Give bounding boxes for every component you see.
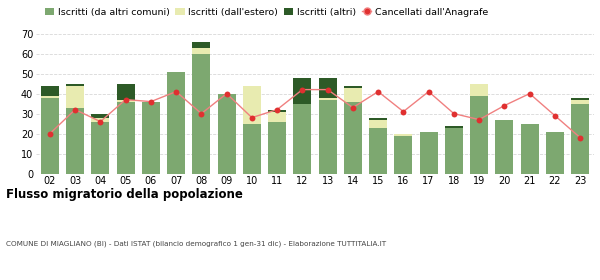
- Point: [398, 109, 408, 114]
- Point: [323, 87, 332, 92]
- Bar: [495, 120, 514, 174]
- Bar: [41, 98, 59, 174]
- Bar: [192, 42, 211, 48]
- Bar: [293, 78, 311, 104]
- Bar: [116, 84, 135, 100]
- Bar: [445, 128, 463, 174]
- Text: Flusso migratorio della popolazione: Flusso migratorio della popolazione: [6, 188, 243, 200]
- Point: [247, 115, 257, 120]
- Bar: [192, 53, 211, 174]
- Bar: [319, 100, 337, 174]
- Bar: [344, 88, 362, 102]
- Point: [298, 87, 307, 92]
- Bar: [116, 100, 135, 102]
- Bar: [243, 86, 261, 123]
- Bar: [319, 78, 337, 98]
- Point: [95, 119, 105, 124]
- Point: [550, 113, 560, 118]
- Bar: [66, 108, 84, 174]
- Bar: [319, 98, 337, 100]
- Bar: [268, 109, 286, 112]
- Bar: [268, 122, 286, 174]
- Bar: [243, 123, 261, 174]
- Bar: [344, 102, 362, 174]
- Bar: [41, 95, 59, 98]
- Point: [272, 107, 282, 112]
- Bar: [369, 120, 387, 128]
- Bar: [470, 95, 488, 174]
- Point: [424, 89, 433, 94]
- Bar: [66, 86, 84, 108]
- Bar: [470, 84, 488, 95]
- Bar: [91, 122, 109, 174]
- Bar: [521, 123, 539, 174]
- Point: [575, 135, 585, 140]
- Bar: [142, 102, 160, 174]
- Bar: [218, 94, 236, 174]
- Point: [45, 131, 55, 136]
- Point: [172, 89, 181, 94]
- Point: [475, 117, 484, 122]
- Bar: [369, 118, 387, 120]
- Bar: [268, 112, 286, 122]
- Text: COMUNE DI MIAGLIANO (BI) - Dati ISTAT (bilancio demografico 1 gen-31 dic) - Elab: COMUNE DI MIAGLIANO (BI) - Dati ISTAT (b…: [6, 241, 386, 247]
- Legend: Iscritti (da altri comuni), Iscritti (dall'estero), Iscritti (altri), Cancellati: Iscritti (da altri comuni), Iscritti (da…: [41, 4, 492, 20]
- Point: [525, 91, 535, 96]
- Bar: [167, 72, 185, 174]
- Point: [197, 111, 206, 116]
- Bar: [571, 100, 589, 104]
- Point: [146, 99, 155, 104]
- Bar: [116, 102, 135, 174]
- Bar: [41, 86, 59, 95]
- Bar: [571, 98, 589, 100]
- Bar: [394, 134, 412, 136]
- Point: [70, 107, 80, 112]
- Point: [373, 89, 383, 94]
- Bar: [571, 104, 589, 174]
- Bar: [445, 126, 463, 128]
- Bar: [293, 104, 311, 174]
- Bar: [394, 136, 412, 174]
- Bar: [369, 128, 387, 174]
- Bar: [344, 86, 362, 88]
- Bar: [91, 114, 109, 118]
- Bar: [419, 132, 438, 174]
- Point: [348, 105, 358, 110]
- Point: [121, 97, 130, 102]
- Point: [500, 103, 509, 108]
- Bar: [66, 84, 84, 86]
- Bar: [192, 48, 211, 53]
- Bar: [91, 118, 109, 122]
- Point: [222, 91, 232, 96]
- Point: [449, 111, 458, 116]
- Bar: [546, 132, 564, 174]
